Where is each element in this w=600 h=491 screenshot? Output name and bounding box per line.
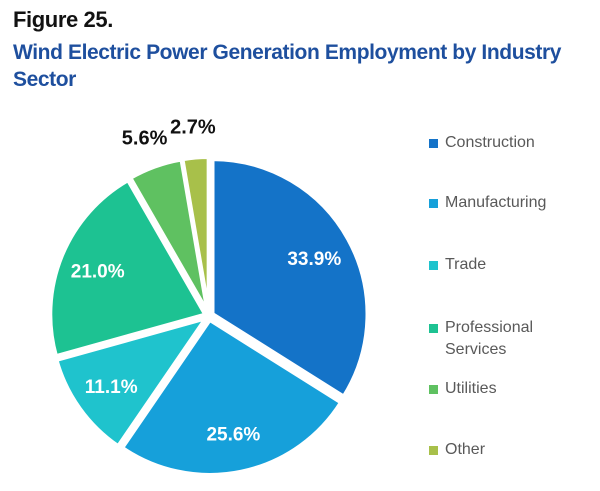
pie-slice-trade [54, 316, 208, 449]
professional-services-swatch-icon [429, 324, 438, 333]
construction-swatch-icon [429, 139, 438, 148]
manufacturing-swatch-icon [429, 199, 438, 208]
legend-label: Utilities [445, 380, 497, 397]
pie-slice-manufacturing [120, 317, 344, 477]
slice-value-label-other: 2.7% [170, 117, 216, 139]
legend-item-utilities: Utilities [429, 378, 497, 400]
slice-value-label-trade: 11.1% [85, 377, 138, 398]
legend-label: Other [445, 441, 486, 458]
pie-slice-construction [210, 157, 370, 399]
utilities-swatch-icon [429, 385, 438, 394]
slice-value-label-utilities: 5.6% [122, 127, 168, 149]
legend-label: Trade [445, 256, 487, 273]
legend-item-manufacturing: Manufacturing [429, 192, 546, 214]
figure-number-label: Figure 25. [13, 7, 113, 32]
slice-value-label-professional-services: 21.0% [71, 262, 125, 283]
other-swatch-icon [429, 446, 438, 455]
slice-value-label-construction: 33.9% [287, 249, 341, 270]
legend-label: Professional Services [445, 319, 534, 358]
legend-item-professional-services: Professional Services [429, 317, 559, 361]
legend-label: Construction [445, 134, 535, 151]
pie-slice-professional-services [48, 178, 208, 359]
chart-title: Wind Electric Power Generation Employmen… [13, 41, 562, 91]
figure-header: Figure 25. Wind Electric Power Generatio… [13, 6, 588, 93]
legend-item-other: Other [429, 439, 485, 461]
legend-label: Manufacturing [445, 194, 547, 211]
slice-value-label-manufacturing: 25.6% [206, 425, 260, 446]
pie-slice-other [180, 155, 211, 315]
trade-swatch-icon [429, 261, 438, 270]
legend-item-trade: Trade [429, 254, 486, 276]
pie-chart: 33.9% 25.6% 11.1% 21.0% 5.6% 2.7% [48, 117, 370, 477]
legend-item-construction: Construction [429, 132, 535, 154]
